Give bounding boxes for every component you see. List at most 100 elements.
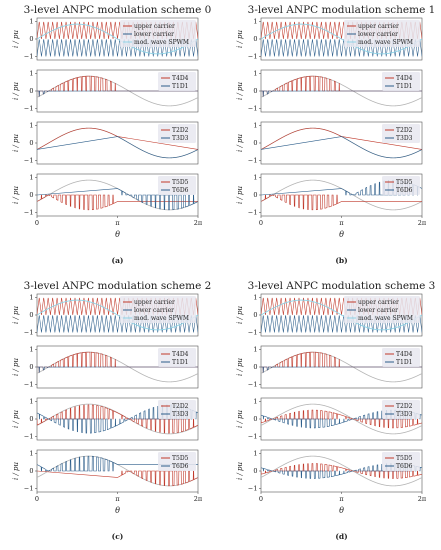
panel-1-subplot-2-series-blue <box>261 136 422 159</box>
panel-0-subplot-2-ytick-label-2: 1 <box>29 122 33 130</box>
panel-0-subplot-0-ytick-label-2: 1 <box>29 18 33 26</box>
panel-1-title: 3-level ANPC modulation scheme 1 <box>248 4 436 16</box>
panel-1-subplot-3-ytick-label-1: 0 <box>253 191 257 199</box>
panel-2-xlabel: θ <box>115 506 120 515</box>
panel-3-subplot-1-ytick-label-0: −1 <box>248 381 258 389</box>
panel-0-subplot-3-legend-label-0: T5D5 <box>172 179 189 186</box>
panel-2-lower-carrier <box>37 315 198 333</box>
panel-3-subplot-2-ytick-label-2: 1 <box>253 398 257 406</box>
panel-1-subplot-1-ytick-label-2: 1 <box>253 70 257 78</box>
panel-2-subplot-0-ytick-label-2: 1 <box>29 294 33 302</box>
panel-0-xlabel: θ <box>115 230 120 239</box>
panel-0-mod-wave <box>37 23 198 55</box>
panel-3-subplot-2-ytick-label-0: −1 <box>248 433 258 441</box>
panel-0-subplot-2-series-blue <box>37 136 198 159</box>
panel-1-xtick-label-1: π <box>339 219 344 227</box>
panel-2-subplot-0-ytick-label-1: 0 <box>29 311 33 319</box>
panel-3-subplot-3-ytick-label-1: 0 <box>253 467 257 475</box>
panel-1-subplot-2-series-red <box>261 127 422 150</box>
panel-2-subplot-1-ytick-label-2: 1 <box>29 346 33 354</box>
panel-0-subplot-2-plot <box>37 127 198 159</box>
panel-2-subplot-3-ylabel: i / pu <box>12 461 20 480</box>
panel-2-subplot-3-series-blue <box>37 455 198 472</box>
panel-1-subplot-2-legend-label-1: T3D3 <box>396 135 413 142</box>
panel-3-subplot-1-ylabel: i / pu <box>236 357 244 376</box>
panel-0-subplot-1-ylabel: i / pu <box>12 81 20 100</box>
panel-1-subplot-0-ylabel: i / pu <box>236 29 244 48</box>
panel-0-subplot-0-legend-label-2: mod. wave SPWM <box>134 39 189 46</box>
panel-2-subplot-3-legend-label-1: T6D6 <box>172 463 189 470</box>
panel-1-lower-carrier <box>261 39 422 57</box>
panel-0-subplot-1-ytick-label-2: 1 <box>29 70 33 78</box>
panel-2-subplot-3-legend-label-0: T5D5 <box>172 455 189 462</box>
panel-3-xtick-label-2: 2π <box>418 495 427 503</box>
panel-2-subplot-0-legend-label-1: lower carrier <box>134 307 174 314</box>
panel-1-subplot-2-legend-label-0: T2D2 <box>396 127 413 134</box>
panel-1-subplot-3-ytick-label-0: −1 <box>248 209 258 217</box>
panel-3-subplot-2-ytick-label-1: 0 <box>253 415 257 423</box>
panel-1-xlabel: θ <box>339 230 344 239</box>
panel-2-subplot-1-ylabel: i / pu <box>12 357 20 376</box>
panel-1: 3-level ANPC modulation scheme 1 (b) θ −1 0 1… <box>236 4 435 265</box>
panel-3-subplot-2-legend-label-1: T3D3 <box>396 411 413 418</box>
panel-0-lower-carrier <box>37 39 198 57</box>
panel-2-subplot-2-legend-label-0: T2D2 <box>172 403 189 410</box>
panel-2-subplot-0-ytick-label-0: −1 <box>24 329 34 337</box>
panel-1-subplot-0-ytick-label-1: 0 <box>253 35 257 43</box>
panel-3-xtick-label-0: 0 <box>259 495 263 503</box>
panel-1-subplot-1-ytick-label-0: −1 <box>248 105 258 113</box>
panel-2-subplot-1-ytick-label-0: −1 <box>24 381 34 389</box>
panel-0-subplot-2-ytick-label-1: 0 <box>29 139 33 147</box>
panel-1-subplot-1-ytick-label-1: 0 <box>253 87 257 95</box>
panel-0-subplot-1-legend-label-0: T4D4 <box>172 75 189 82</box>
panel-2-subplot-1-current-ref <box>37 351 198 383</box>
panel-0-subplot-3-ytick-label-0: −1 <box>24 209 34 217</box>
panel-2-subplot-2-ytick-label-2: 1 <box>29 398 33 406</box>
panel-2-xtick-label-0: 0 <box>35 495 39 503</box>
panel-0-subplot-2-series-red <box>37 127 198 150</box>
panel-1-subplot-1-ylabel: i / pu <box>236 81 244 100</box>
panel-3-subplot-1-legend-label-1: T1D1 <box>396 359 412 366</box>
panel-2-sub-label: (c) <box>112 532 124 541</box>
panel-3-subplot-3-current-ref <box>261 455 422 487</box>
panel-0-xtick-label-1: π <box>115 219 120 227</box>
panel-0-subplot-1-legend-label-1: T1D1 <box>172 83 188 90</box>
panel-1-subplot-3-ytick-label-2: 1 <box>253 174 257 182</box>
panel-3-subplot-1-ytick-label-2: 1 <box>253 346 257 354</box>
panel-1-subplot-1-legend-label-1: T1D1 <box>396 83 412 90</box>
panel-0-xtick-label-2: 2π <box>194 219 203 227</box>
panel-0-subplot-2-legend-label-1: T3D3 <box>172 135 189 142</box>
panel-3-subplot-1-current-ref <box>261 351 422 383</box>
panel-0-subplot-0-ytick-label-0: −1 <box>24 53 34 61</box>
panel-0-xtick-label-0: 0 <box>35 219 39 227</box>
panel-3-subplot-2-legend-label-0: T2D2 <box>396 403 413 410</box>
panel-2-subplot-0-legend-label-2: mod. wave SPWM <box>134 315 189 322</box>
panel-3-sub-label: (d) <box>335 532 347 541</box>
panel-0-subplot-3-ytick-label-2: 1 <box>29 174 33 182</box>
panel-3-subplot-0-legend-label-2: mod. wave SPWM <box>358 315 413 322</box>
panel-3-xlabel: θ <box>339 506 344 515</box>
panel-1-subplot-2-ytick-label-0: −1 <box>248 157 258 165</box>
panel-1-subplot-2-ytick-label-1: 0 <box>253 139 257 147</box>
panel-3-subplot-3-legend-label-1: T6D6 <box>396 463 413 470</box>
panel-0-subplot-3-series-red <box>37 194 198 211</box>
panel-1-sub-label: (b) <box>335 256 347 265</box>
panel-2-subplot-1-legend-label-1: T1D1 <box>172 359 188 366</box>
panel-0-subplot-2-legend-label-0: T2D2 <box>172 127 189 134</box>
